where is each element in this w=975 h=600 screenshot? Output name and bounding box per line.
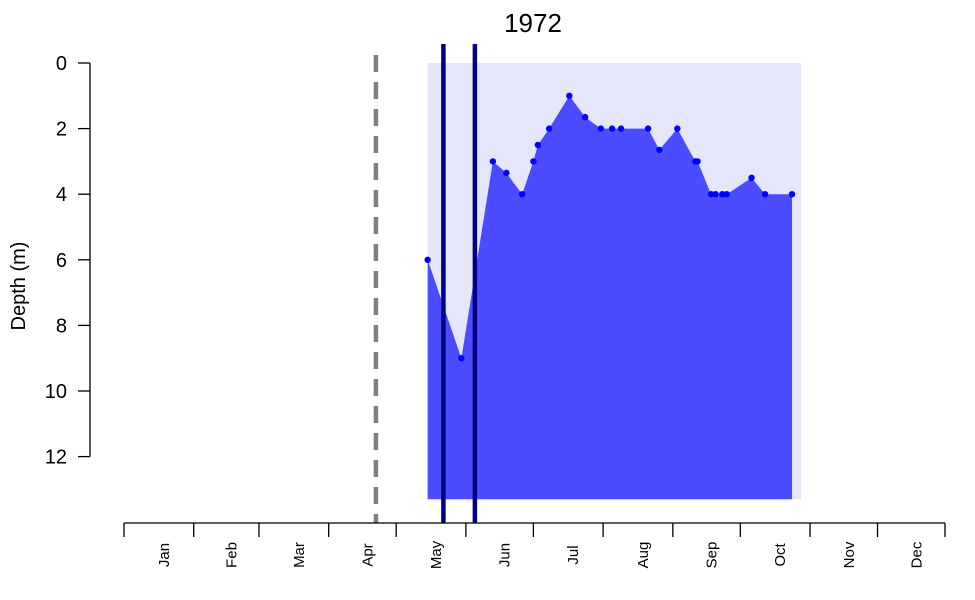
y-tick-label-10: 10	[45, 381, 67, 403]
data-point-3	[489, 158, 497, 165]
x-tick-label-oct: Oct	[772, 543, 789, 567]
data-point-1	[424, 256, 431, 263]
x-tick-label-jul: Jul	[565, 545, 582, 564]
data-point-11	[597, 125, 605, 132]
data-point-22	[723, 191, 731, 198]
x-tick-label-feb: Feb	[223, 542, 240, 568]
data-point-4	[503, 169, 510, 177]
x-axis: Jan Feb Mar Apr May Jun Jul Aug Sep Oct Nov Dec	[123, 522, 946, 569]
data-point-20	[712, 191, 719, 198]
data-point-12	[608, 125, 616, 132]
data-point-14	[644, 125, 652, 132]
x-tick-label-dec: Dec	[908, 541, 925, 568]
x-tick-label-nov: Nov	[841, 541, 858, 568]
data-point-18	[694, 158, 701, 165]
y-tick-label-6: 6	[56, 250, 67, 272]
data-point-8	[545, 125, 553, 132]
y-tick-label-8: 8	[56, 315, 67, 337]
data-point-13	[617, 125, 625, 132]
data-point-16	[674, 125, 681, 132]
data-point-7	[534, 141, 542, 149]
data-point-5	[518, 191, 526, 198]
x-tick-label-mar: Mar	[291, 542, 308, 568]
x-tick-label-jan: Jan	[156, 543, 173, 567]
y-tick-label-4: 4	[56, 184, 67, 206]
chart-title: 1972	[504, 8, 562, 38]
y-axis-label: Depth (m)	[8, 242, 30, 331]
data-point-25	[788, 191, 796, 198]
data-point-21	[719, 191, 726, 198]
data-point-15	[656, 146, 663, 154]
data-point-6	[530, 158, 537, 165]
data-point-23	[748, 174, 755, 181]
y-tick-label-2: 2	[56, 119, 67, 141]
data-point-2	[458, 355, 465, 362]
plot-area	[373, 44, 802, 523]
y-tick-label-0: 0	[56, 53, 67, 75]
x-tick-label-apr: Apr	[359, 543, 376, 566]
data-point-24	[761, 191, 769, 198]
data-point-9	[566, 92, 573, 100]
depth-area	[427, 95, 793, 500]
x-tick-label-sep: Sep	[704, 542, 721, 569]
x-tick-label-aug: Aug	[635, 542, 652, 569]
data-point-10	[581, 113, 589, 121]
x-tick-label-jun: Jun	[497, 543, 514, 567]
y-tick-label-12: 12	[45, 447, 67, 469]
x-tick-label-may: May	[428, 540, 445, 569]
y-axis: 0 2 4 6 8 10 12	[45, 53, 91, 469]
data-point-19	[707, 191, 715, 198]
